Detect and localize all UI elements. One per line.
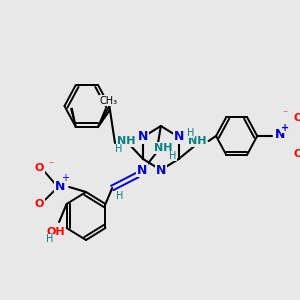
Text: ⁻: ⁻ (283, 109, 288, 119)
Text: O: O (34, 163, 44, 173)
Text: H: H (187, 128, 194, 138)
Text: +: + (61, 173, 70, 183)
Text: O: O (294, 113, 300, 123)
Text: OH: OH (46, 227, 65, 237)
Text: N: N (156, 164, 166, 176)
Text: NH: NH (188, 136, 207, 146)
Text: H: H (169, 151, 177, 161)
Text: CH₃: CH₃ (99, 96, 118, 106)
Text: H: H (116, 191, 123, 201)
Text: H: H (46, 234, 53, 244)
Text: +: + (281, 123, 289, 133)
Text: O: O (294, 149, 300, 159)
Text: N: N (137, 164, 147, 176)
Text: NH: NH (117, 136, 135, 146)
Text: NH: NH (154, 143, 173, 153)
Text: N: N (55, 181, 65, 194)
Text: ⁻: ⁻ (48, 160, 53, 170)
Text: N: N (138, 130, 148, 143)
Text: N: N (274, 128, 285, 142)
Text: O: O (34, 199, 44, 209)
Text: H: H (115, 144, 122, 154)
Text: N: N (173, 130, 184, 143)
